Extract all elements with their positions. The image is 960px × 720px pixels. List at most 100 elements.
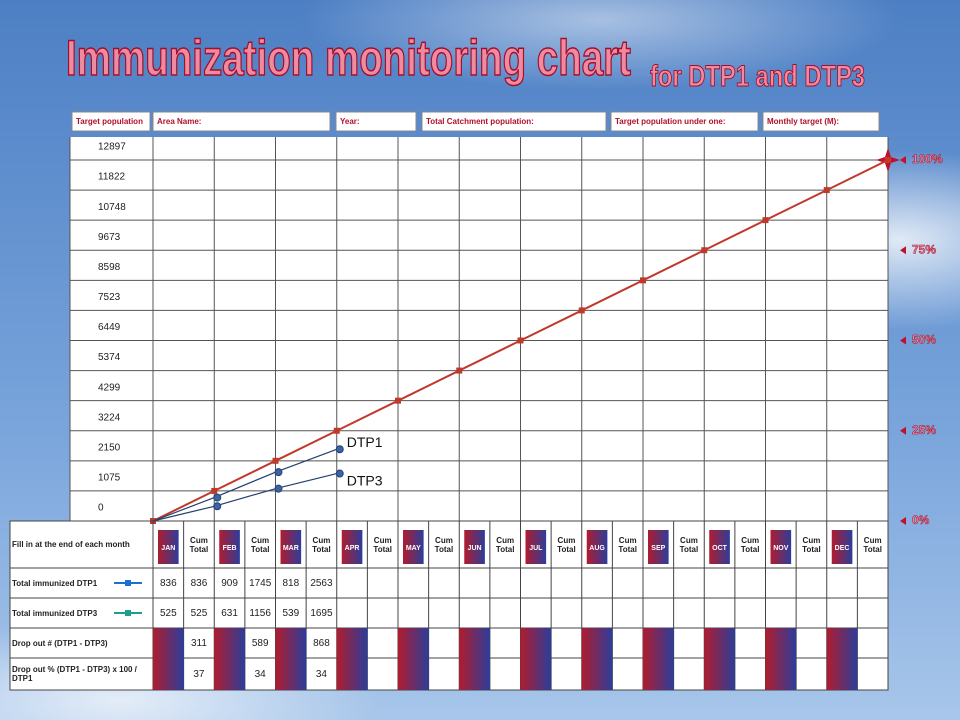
- month-label: JUN: [468, 545, 482, 552]
- series-label: DTP1: [347, 434, 383, 450]
- y2-tick-mark: [900, 156, 906, 164]
- month-label: NOV: [773, 545, 789, 552]
- month-badge: [586, 530, 608, 564]
- header-box: [421, 111, 607, 132]
- header-field: Monthly target (M):: [767, 117, 839, 126]
- table-value: 589: [251, 637, 269, 649]
- table-value: 311: [190, 637, 207, 649]
- dropout-fill: [826, 628, 858, 690]
- table-value: 525: [190, 607, 208, 619]
- cum-label: Cum Total: [250, 536, 270, 554]
- point: [762, 217, 769, 224]
- month-label: OCT: [712, 545, 728, 552]
- dropout-fill: [153, 628, 184, 690]
- month-label: AUG: [589, 545, 605, 552]
- month-badge: [709, 530, 730, 564]
- point: [213, 493, 222, 502]
- table-value: 1695: [310, 607, 333, 619]
- y2-tick-label: 100%: [912, 152, 943, 166]
- series-label: DTP3: [347, 472, 383, 488]
- dropout-fill: [643, 628, 674, 690]
- header-field: Total Catchment population:: [426, 117, 534, 126]
- header-field: Target population under one:: [615, 117, 726, 126]
- month-badge: [831, 530, 853, 564]
- origin-connector: [152, 490, 215, 522]
- cum-label: Cum Total: [740, 536, 760, 554]
- dropout-fill: [275, 628, 307, 690]
- row-label: Fill in at the end of each month: [12, 540, 130, 549]
- dropout-fill: [520, 628, 552, 690]
- chart-area: [70, 137, 888, 521]
- y-tick-label: 0: [98, 503, 104, 514]
- y2-tick-mark: [900, 246, 906, 255]
- y-tick-label: 2150: [98, 442, 121, 453]
- table-value: 34: [254, 668, 266, 680]
- dropout-fill: [704, 628, 735, 690]
- month-badge: [464, 530, 485, 564]
- origin-connector: [152, 505, 215, 522]
- table-value: 836: [190, 577, 208, 589]
- cum-label: Cum Total: [802, 536, 821, 554]
- month-badge: [341, 530, 363, 564]
- month-label: FEB: [223, 545, 237, 552]
- cum-label: Cum Total: [863, 536, 882, 554]
- y-tick-label: 4299: [98, 382, 121, 393]
- header-field: Year:: [340, 117, 360, 126]
- series-line: [213, 159, 889, 492]
- header-box: [335, 111, 417, 132]
- point: [517, 337, 524, 344]
- dropout-fill: [765, 628, 797, 690]
- point: [272, 457, 279, 464]
- dropout-fill: [214, 628, 245, 690]
- y-tick-label: 5374: [98, 352, 121, 363]
- table-value: 868: [313, 637, 330, 649]
- y-tick-label: 10748: [98, 202, 126, 213]
- point: [395, 397, 401, 404]
- month-label: MAY: [406, 545, 421, 552]
- y2-tick-label: 0%: [912, 513, 930, 527]
- point: [885, 157, 891, 163]
- header-field: Area Name:: [157, 117, 201, 126]
- month-badge: [158, 530, 179, 564]
- header-box: [152, 111, 331, 132]
- cum-label: Cum Total: [557, 536, 576, 554]
- cum-label: Cum Total: [618, 536, 637, 554]
- table-value: 1745: [249, 577, 272, 589]
- point: [335, 469, 344, 478]
- month-label: JUL: [529, 545, 543, 552]
- month-label: APR: [345, 545, 360, 552]
- month-badge: [219, 530, 240, 564]
- legend-marker: [125, 610, 131, 616]
- cum-label: Cum Total: [312, 536, 331, 554]
- y2-tick-mark: [900, 426, 906, 435]
- point: [578, 307, 585, 314]
- y2-tick-mark: [900, 336, 906, 345]
- month-badge: [280, 530, 302, 564]
- y2-tick-label: 25%: [912, 423, 936, 437]
- table-value: 539: [282, 607, 300, 619]
- title: Immunization monitoring chart: [66, 30, 631, 86]
- legend-marker: [125, 580, 131, 586]
- table-value: 631: [221, 607, 238, 619]
- row-label: Total immunized DTP1: [12, 578, 98, 588]
- table-value: 2563: [310, 577, 333, 589]
- point: [274, 468, 283, 477]
- y-tick-label: 8598: [98, 262, 121, 273]
- point: [701, 247, 708, 254]
- month-label: JAN: [161, 545, 175, 552]
- y2-tick-label: 75%: [912, 242, 936, 256]
- y-tick-label: 6449: [98, 322, 121, 333]
- table-value: 1156: [249, 607, 271, 619]
- point: [640, 277, 646, 284]
- month-label: SEP: [651, 545, 665, 552]
- table-value: 525: [159, 607, 177, 619]
- month-label: MAR: [283, 545, 299, 552]
- point: [211, 487, 218, 494]
- point: [823, 187, 830, 194]
- header-box: [610, 111, 759, 132]
- table-value: 37: [193, 668, 205, 680]
- point: [213, 502, 222, 511]
- y-tick-label: 12897: [98, 142, 126, 153]
